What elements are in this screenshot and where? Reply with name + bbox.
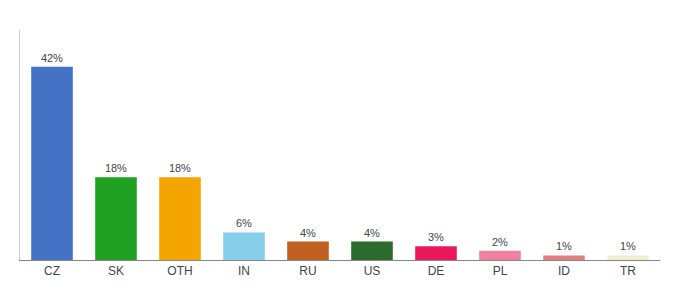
svg-text:1%: 1% [556,240,572,252]
svg-text:PL: PL [493,264,508,278]
svg-text:18%: 18% [169,162,191,174]
svg-text:4%: 4% [364,227,380,239]
svg-text:3%: 3% [428,231,444,243]
svg-text:1%: 1% [620,240,636,252]
svg-text:IN: IN [238,264,250,278]
svg-text:OTH: OTH [167,264,192,278]
svg-text:42%: 42% [41,52,63,64]
svg-text:TR: TR [620,264,636,278]
svg-text:2%: 2% [492,236,508,248]
svg-text:6%: 6% [236,217,252,229]
svg-text:CZ: CZ [44,264,60,278]
svg-text:18%: 18% [105,162,127,174]
svg-text:RU: RU [299,264,316,278]
svg-text:DE: DE [428,264,445,278]
svg-text:ID: ID [558,264,570,278]
svg-text:4%: 4% [300,227,316,239]
svg-text:US: US [364,264,381,278]
svg-text:SK: SK [108,264,124,278]
